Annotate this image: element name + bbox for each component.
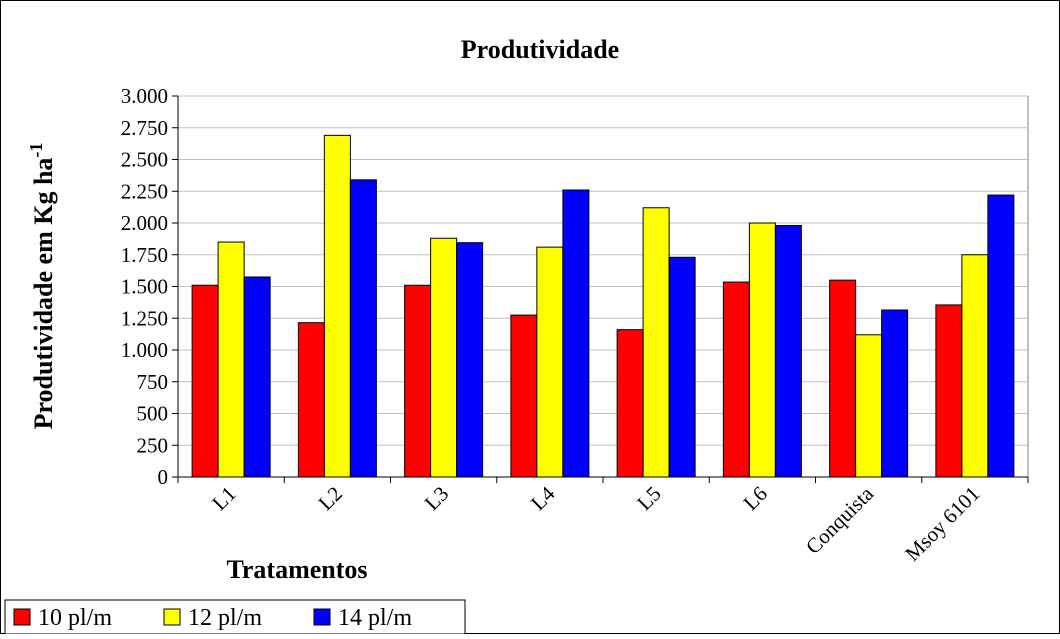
y-tick-label: 1.250 (121, 306, 168, 330)
bar (243, 276, 271, 478)
bar (881, 309, 909, 478)
y-tick-label: 0 (158, 465, 169, 489)
bar (456, 242, 484, 478)
y-tick-label: 750 (137, 370, 169, 394)
bar (774, 225, 802, 478)
bar (987, 194, 1015, 478)
y-tick-label: 250 (137, 433, 169, 457)
legend-label: 14 pl/m (338, 605, 412, 631)
y-tick-label: 1.500 (121, 275, 168, 299)
y-axis-label: Produtividade em Kg ha-1 (26, 143, 58, 430)
y-tick-label: 1.000 (121, 338, 168, 362)
bar (722, 281, 750, 478)
y-tick-label: 1.750 (121, 243, 168, 267)
bar (217, 241, 245, 478)
legend-swatch (13, 608, 31, 626)
x-axis-label: Tratamentos (226, 555, 367, 584)
legend (4, 599, 466, 635)
bar (404, 284, 432, 478)
bar (668, 256, 696, 478)
y-tick-label: 2.500 (121, 148, 168, 172)
bar (562, 189, 590, 478)
y-tick-label: 2.750 (121, 116, 168, 140)
bar (191, 284, 219, 478)
bar (430, 237, 458, 478)
legend-label: 10 pl/m (38, 605, 112, 631)
bar (642, 207, 670, 478)
bar (935, 304, 963, 478)
y-tick-label: 500 (137, 402, 169, 426)
y-tick-label: 3.000 (121, 84, 168, 108)
chart-title: Produtividade (461, 35, 619, 64)
y-tick-label: 2.000 (121, 211, 168, 235)
bar (510, 314, 538, 478)
legend-swatch (313, 608, 331, 626)
y-tick-label: 2.250 (121, 179, 168, 203)
legend-label: 12 pl/m (188, 605, 262, 631)
bar (536, 246, 564, 478)
y-axis-label-sup: -1 (26, 143, 46, 158)
bar (748, 222, 776, 478)
legend-swatch (163, 608, 181, 626)
bar (855, 334, 883, 478)
bar (349, 179, 377, 478)
bar (297, 322, 325, 478)
bar (323, 134, 351, 478)
bar (616, 329, 644, 478)
y-axis-label-main: Produtividade em Kg ha (29, 158, 58, 430)
bar (829, 279, 857, 478)
bar (961, 254, 989, 478)
